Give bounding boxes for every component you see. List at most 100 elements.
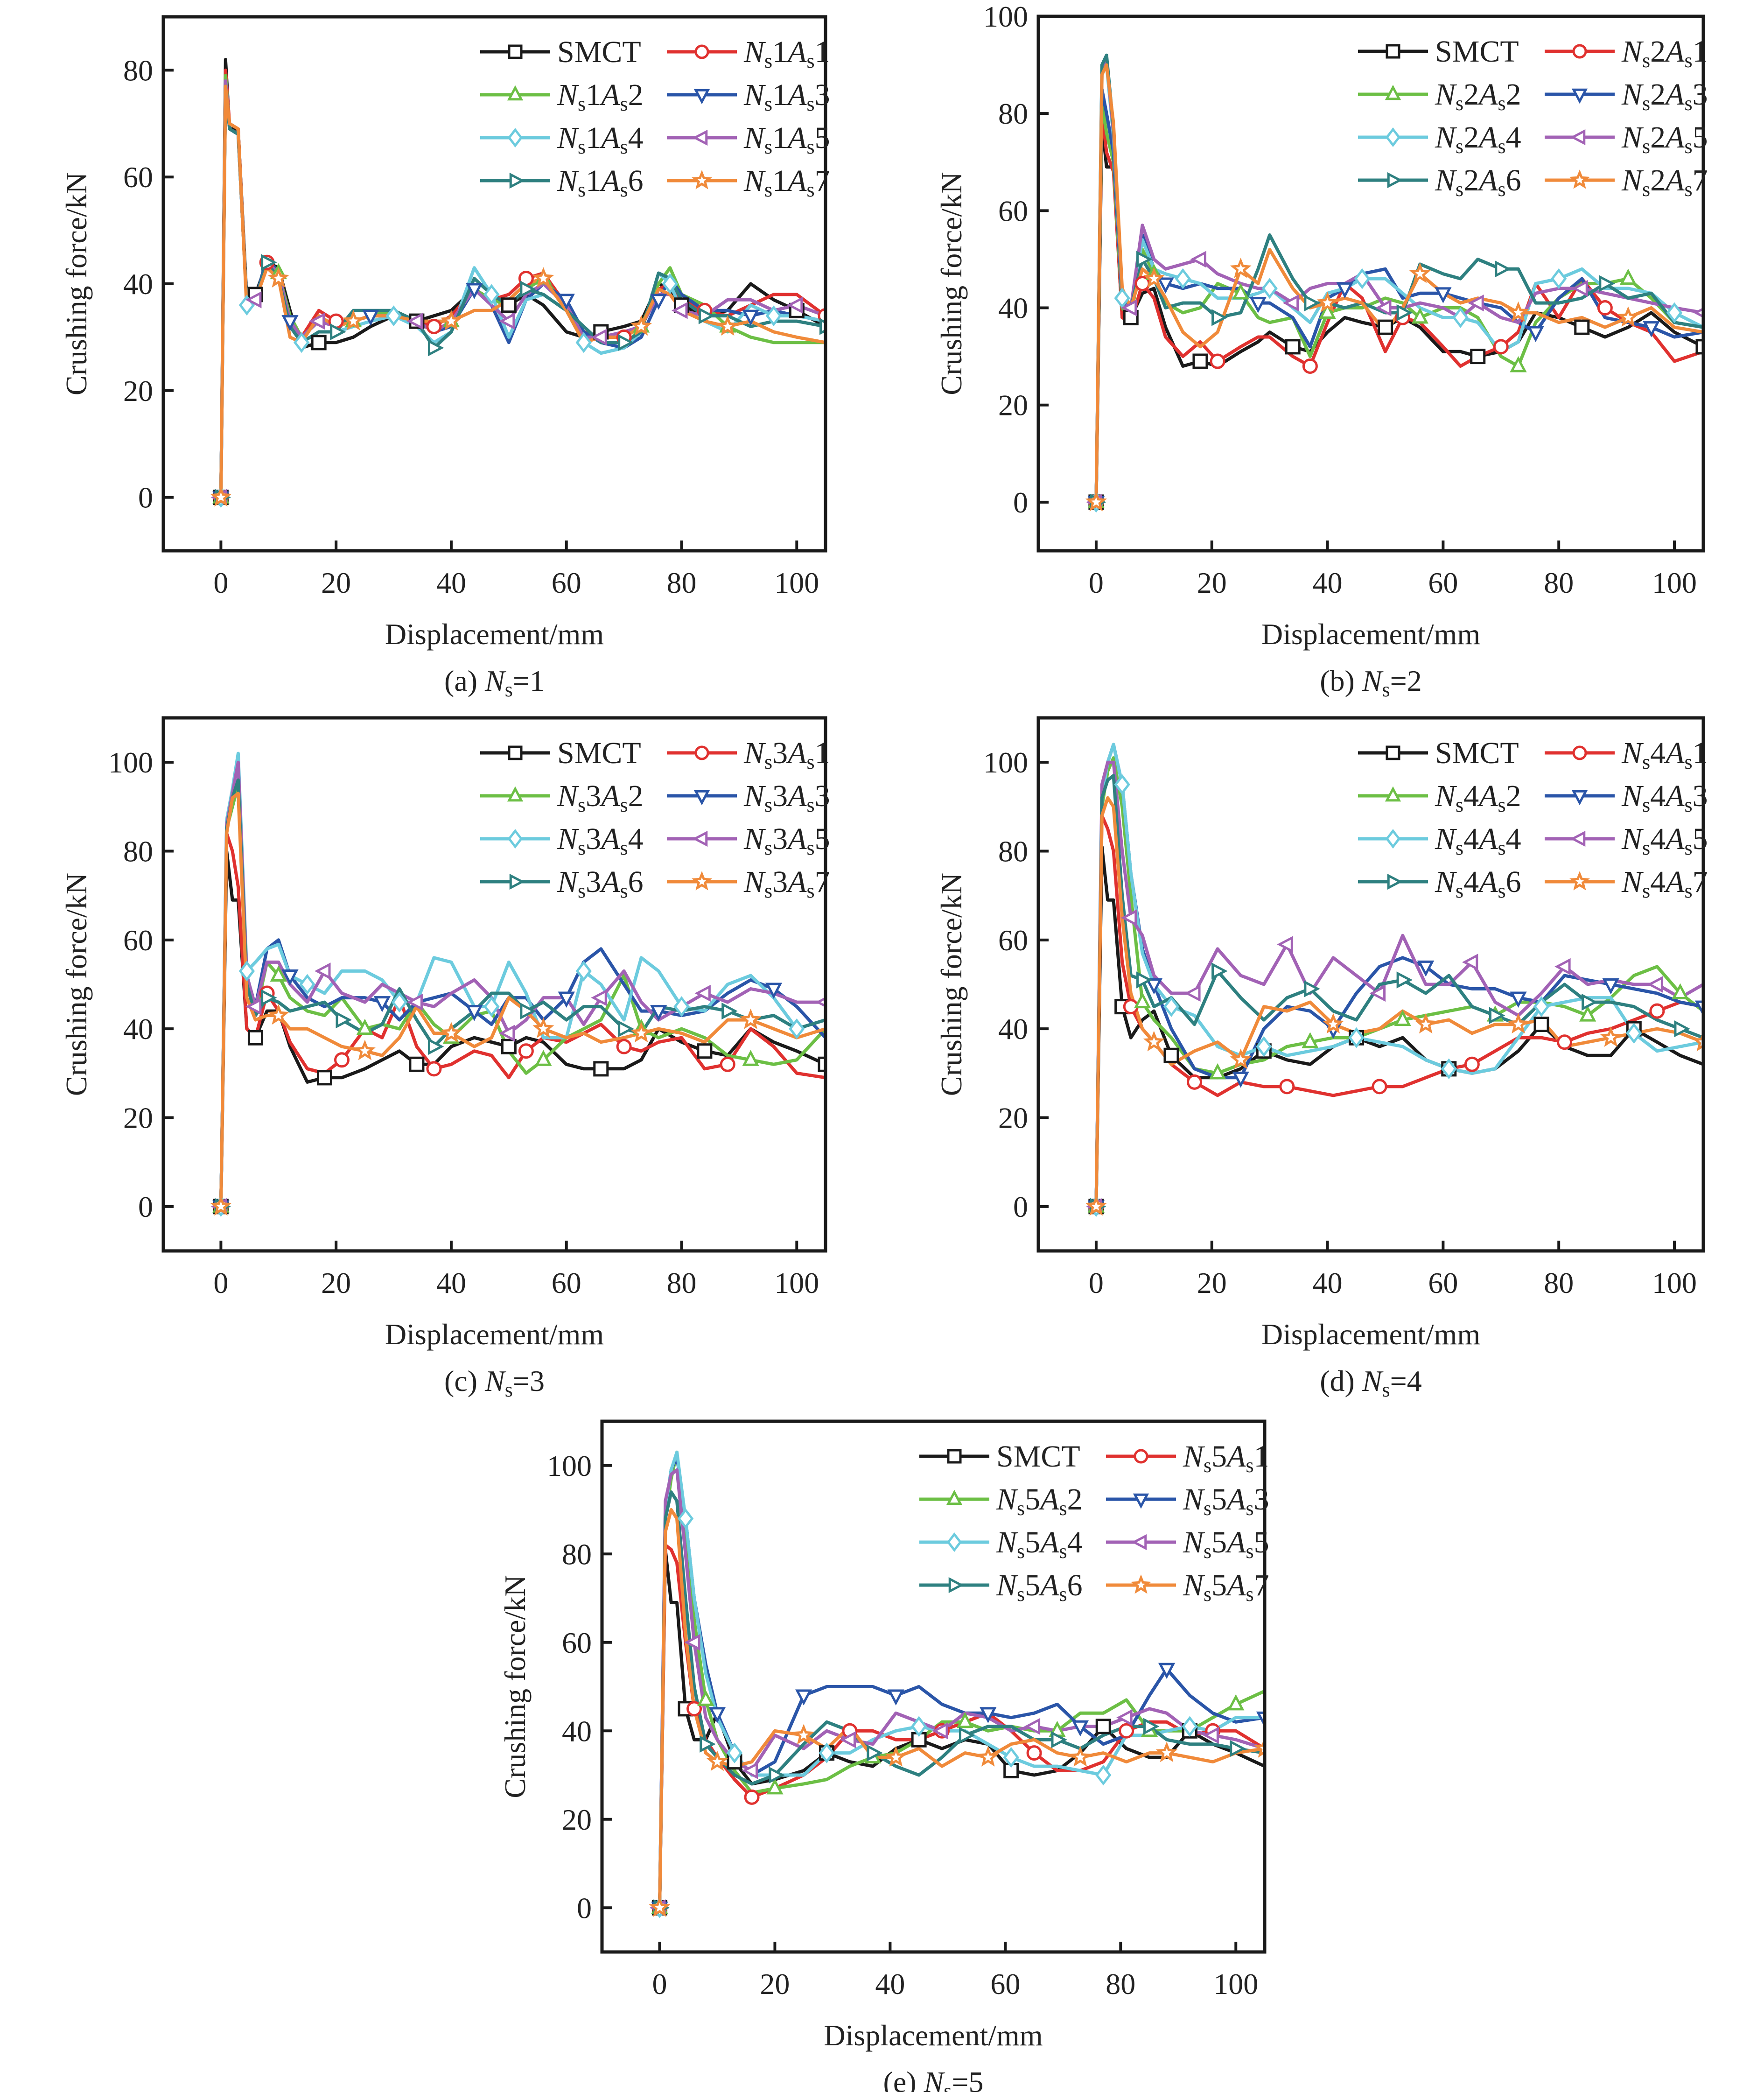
legend-sub: s xyxy=(806,879,814,902)
legend-sub: s xyxy=(1204,1497,1211,1520)
data-point-marker xyxy=(535,1050,552,1066)
legend-sub: s xyxy=(806,49,814,72)
legend-label: SMCT xyxy=(557,35,641,69)
data-point-marker xyxy=(1227,1694,1245,1711)
panel-a: 0 20 40 60 80 100 0 20 40 60 80 Displacement/mm Crus… xyxy=(60,15,830,701)
x-tick-label: 20 xyxy=(760,1967,790,2001)
legend-marker xyxy=(1570,830,1586,847)
legend-ns: 4 xyxy=(1650,736,1666,770)
x-axis-title: Displacement/mm xyxy=(824,2019,1043,2052)
data-point-marker xyxy=(520,1002,536,1020)
legend-sub: s xyxy=(620,92,628,115)
caption-sub: s xyxy=(1382,1378,1390,1401)
legend-var-a: A xyxy=(1477,865,1498,899)
legend-label: SMCT xyxy=(1435,736,1519,770)
legend-var-a: A xyxy=(786,865,807,899)
y-axis-title: Crushing force/kN xyxy=(935,172,968,395)
legend-label: Ns3As3 xyxy=(743,779,830,816)
legend-label: SMCT xyxy=(1435,35,1519,69)
data-point-marker xyxy=(1557,1034,1573,1050)
legend-as: 4 xyxy=(628,822,644,856)
series-line-2 xyxy=(658,1450,1265,1908)
legend-sub: s xyxy=(620,135,628,158)
series-line-3 xyxy=(219,760,826,1207)
y-tick-label: 80 xyxy=(123,54,153,87)
data-point-marker xyxy=(742,1762,758,1779)
legend-label: Ns5As6 xyxy=(996,1568,1083,1606)
legend-var-a: A xyxy=(1038,1482,1059,1516)
legend-sub: s xyxy=(1498,92,1505,115)
legend-item-0: SMCT xyxy=(480,736,641,770)
legend-ns: 1 xyxy=(586,78,601,112)
data-point-marker xyxy=(245,291,262,309)
data-point-marker xyxy=(1441,1058,1457,1080)
data-point-marker xyxy=(281,969,299,986)
data-point-marker xyxy=(672,302,688,319)
legend-var-n: N xyxy=(1435,120,1457,154)
legend-sub: s xyxy=(1456,92,1463,115)
legend-as: 4 xyxy=(1506,120,1521,154)
legend-sub: s xyxy=(1642,135,1650,158)
legend-var-a: A xyxy=(1664,865,1685,899)
data-point-marker xyxy=(697,1043,713,1059)
plot-area xyxy=(1085,743,1703,1217)
legend-ns: 5 xyxy=(1211,1568,1227,1602)
legend-sub: s xyxy=(1246,1454,1253,1477)
legend-label: Ns5As3 xyxy=(1183,1482,1269,1520)
legend-marker xyxy=(1569,169,1590,189)
legend-var-a: A xyxy=(599,865,620,899)
data-point-marker xyxy=(1069,1746,1091,1767)
data-point-marker xyxy=(1230,1740,1246,1757)
legend-sub: s xyxy=(764,879,772,902)
data-point-marker xyxy=(1417,960,1435,977)
data-point-marker xyxy=(1507,301,1529,322)
legend-sub: s xyxy=(764,178,772,201)
legend-sub: s xyxy=(578,178,586,201)
data-point-marker xyxy=(1145,978,1162,995)
caption-suffix: =5 xyxy=(952,2065,983,2092)
data-point-marker xyxy=(1666,302,1683,323)
data-point-marker xyxy=(1095,1764,1112,1786)
data-point-marker xyxy=(1415,1013,1437,1034)
data-point-marker xyxy=(867,1744,883,1762)
legend-marker xyxy=(1133,1493,1149,1509)
legend-ns: 3 xyxy=(586,822,601,856)
data-point-marker xyxy=(1285,339,1301,355)
caption-var: N xyxy=(484,664,506,697)
data-point-marker xyxy=(887,1689,904,1706)
x-tick-label: 40 xyxy=(1313,566,1343,599)
legend-item-1: Ns5As1 xyxy=(1106,1439,1269,1477)
legend-label: SMCT xyxy=(996,1439,1080,1474)
data-point-marker xyxy=(1203,1727,1219,1744)
legend-item-7: Ns2As7 xyxy=(1545,163,1708,201)
legend-ns: 4 xyxy=(1463,779,1479,813)
data-point-marker xyxy=(1114,288,1130,309)
data-point-marker xyxy=(1674,1020,1690,1038)
data-point-marker xyxy=(618,334,634,351)
legend-ns: 4 xyxy=(1650,779,1666,813)
legend-ns: 4 xyxy=(1463,865,1479,899)
panel-caption: (d) Ns=4 xyxy=(1320,1364,1422,1401)
legend-sub: s xyxy=(620,836,628,859)
legend-item-3: Ns4As3 xyxy=(1545,779,1708,816)
data-point-marker xyxy=(1143,1031,1165,1052)
legend-var-n: N xyxy=(1621,163,1644,197)
y-tick-label: 100 xyxy=(108,746,153,779)
y-axis-title: Crushing force/kN xyxy=(60,873,93,1096)
legend-var-n: N xyxy=(557,121,580,155)
data-point-marker xyxy=(698,307,715,324)
axes-frame xyxy=(161,716,827,1253)
legend-marker xyxy=(1571,88,1588,104)
legend-item-0: SMCT xyxy=(480,35,641,69)
legend-label: Ns1As6 xyxy=(557,164,644,201)
data-point-marker xyxy=(1336,282,1353,299)
data-point-marker xyxy=(261,989,277,1006)
legend-sub: s xyxy=(1498,793,1505,816)
legend-ns: 3 xyxy=(772,779,788,813)
data-point-marker xyxy=(1192,353,1208,369)
legend-var-n: N xyxy=(743,736,766,770)
legend-as: 7 xyxy=(815,865,830,899)
x-tick-label: 80 xyxy=(667,1266,697,1299)
